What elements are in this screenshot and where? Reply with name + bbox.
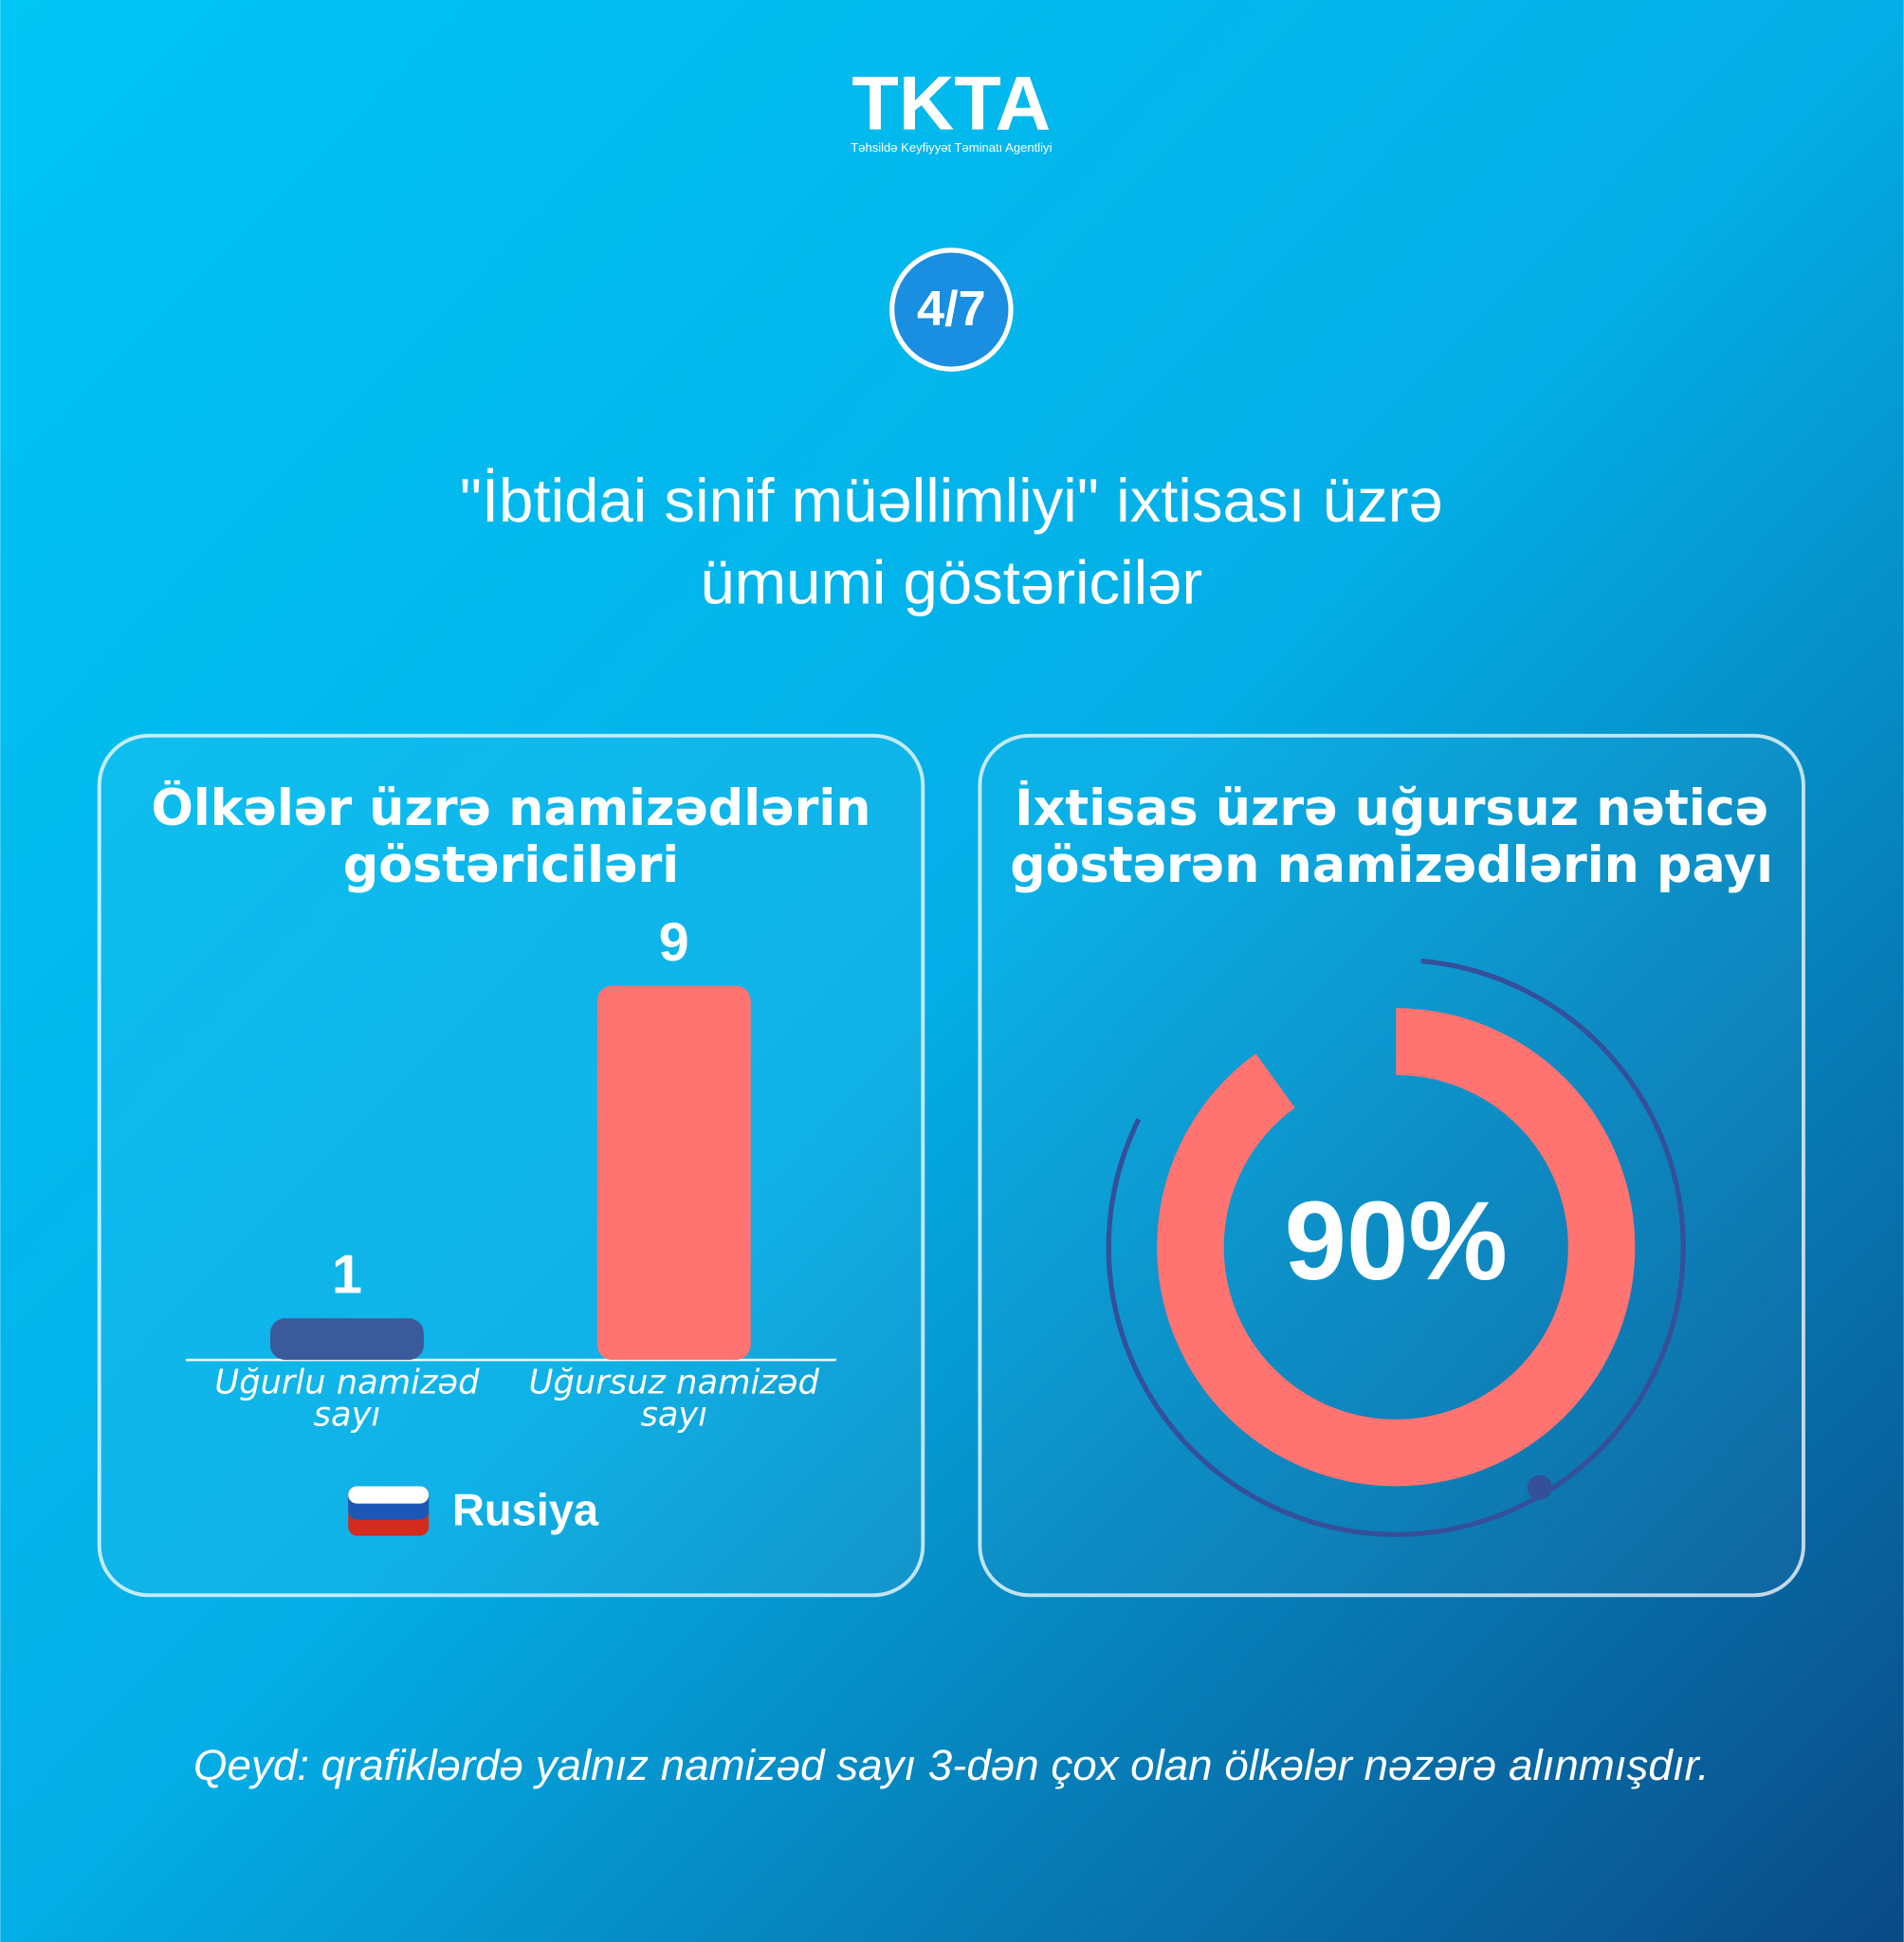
decor-dot: [1527, 1475, 1552, 1500]
logo-title: TKTA: [851, 61, 1051, 146]
bar: [596, 985, 751, 1361]
bar-value: 1: [332, 1245, 362, 1306]
logo-subtitle: Təhsildə Keyfiyyət Təminatı Agentliyi: [851, 140, 1052, 155]
category-label: Uğurlu namizəd sayı: [214, 1366, 480, 1435]
donut-segment: [1157, 1008, 1636, 1487]
legend-label: Rusiya: [452, 1485, 599, 1535]
title-line: "İbtidai sinif müəllimliyi" ixtisası üzr…: [460, 466, 1443, 535]
note: Qeyd: qrafiklərdə yalnız namizəd sayı 3-…: [193, 1741, 1710, 1789]
panel-title: İxtisas üzrə uğursuz nəticə göstərən nam…: [1010, 779, 1774, 895]
title-line: ümumi göstəricilər: [700, 547, 1202, 616]
panel: [978, 733, 1805, 1598]
bar-value: 9: [659, 912, 689, 973]
category-box: Uğursuz namizəd sayı: [528, 1366, 819, 1435]
bar: [269, 1318, 424, 1361]
page-badge: [889, 247, 1014, 372]
panel-title-box: İxtisas üzrə uğursuz nəticə göstərən nam…: [1010, 779, 1774, 895]
panel-title-box: Ölkələr üzrə namizədlərin göstəriciləri: [151, 779, 871, 895]
category-box: Uğurlu namizəd sayı: [214, 1366, 480, 1435]
flag: [348, 1486, 430, 1536]
panel-title: Ölkələr üzrə namizədlərin göstəriciləri: [151, 779, 871, 895]
panel: [97, 733, 925, 1598]
page-number: 4/7: [917, 282, 986, 337]
category-label: Uğursuz namizəd sayı: [528, 1366, 819, 1435]
donut-value: 90%: [1285, 1179, 1508, 1303]
decor-ring: [1106, 957, 1686, 1537]
